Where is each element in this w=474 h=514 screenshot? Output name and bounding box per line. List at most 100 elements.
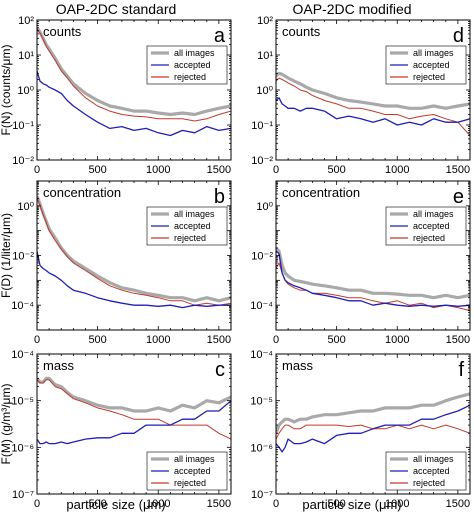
legend-d: all images accepted rejected [385,45,467,85]
series-line-accepted-a [37,70,231,137]
series-line-accepted-f [276,404,470,453]
y-tick-label-c: 10⁻⁵ [11,396,34,408]
series-line-all-images-e [276,246,470,300]
series-line-all-images-b [37,195,231,303]
panel-d: 10⁻² 10⁻¹ 10⁰ 10¹ 10² 0 500 1000 1500 counts dall … [251,15,471,176]
panel-letter-d: d [453,25,464,47]
y-tick-label-e: 10⁻² [251,251,273,263]
x-tick-label-b: 0 [34,334,40,346]
x-axis-label-left: particle size (μm) [66,497,165,512]
legend-entry-accepted: accepted [413,60,450,70]
x-tick-label-e: 1500 [446,334,470,346]
series-line-all-images-c [37,376,231,413]
y-tick-label-f: 10⁻⁶ [250,442,273,454]
corner-label-d: counts [282,24,321,39]
y-tick-label-d: 10¹ [257,50,273,62]
y-tick-label-b: 10⁻⁴ [11,300,34,312]
corner-label-b: concentration [43,185,121,200]
legend-entry-all-images: all images [413,209,454,219]
legend-entry-all-images: all images [174,454,215,464]
x-tick-label-c: 1000 [146,498,170,510]
series-line-rejected-b [37,197,231,306]
x-tick-label-d: 0 [273,164,279,176]
series-line-all-images-f [276,392,470,434]
x-tick-label-c: 500 [88,498,106,510]
y-tick-label-e: 10⁻⁴ [250,300,273,312]
y-axis-label-b: F(D) (1/liter/μm) [0,213,13,298]
series-line-all-images-a [37,26,231,117]
y-tick-label-c: 10⁻⁴ [11,349,34,361]
x-tick-label-d: 1000 [385,164,409,176]
x-tick-label-a: 0 [34,164,40,176]
y-tick-label-e: 10⁰ [256,201,273,213]
legend-entry-rejected: rejected [174,233,206,243]
x-tick-label-a: 1500 [207,164,231,176]
x-tick-label-a: 1000 [146,164,170,176]
legend-entry-all-images: all images [174,48,215,58]
y-tick-label-a: 10⁻² [12,155,34,167]
legend-entry-accepted: accepted [174,221,211,231]
y-axis-label-c: F(M) (g/m³/μm) [0,384,13,465]
legend-c: all images accepted rejected [146,451,228,491]
legend-entry-accepted: accepted [413,466,450,476]
corner-label-a: counts [43,24,82,39]
column-title-right: OAP-2DC modified [292,1,411,17]
axes-box-a [36,19,232,161]
x-tick-label-e: 500 [327,334,345,346]
panel-c: 10⁻⁷ 10⁻⁶ 10⁻⁵ 10⁻⁴ 0 500 1000 1500 F(M) (g/m³/μ… [0,349,232,510]
series-line-rejected-f [276,424,470,440]
legend-entry-rejected: rejected [174,478,206,488]
x-axis-label-right: particle size (μm) [302,497,401,512]
x-tick-label-d: 500 [327,164,345,176]
legend-entry-all-images: all images [174,209,215,219]
y-tick-label-c: 10⁻⁶ [11,442,34,454]
series-line-accepted-e [276,250,470,307]
x-tick-label-e: 0 [273,334,279,346]
x-tick-label-d: 1500 [446,164,470,176]
legend-a: all images accepted rejected [146,45,228,85]
corner-label-f: mass [282,358,314,373]
y-tick-label-f: 10⁻⁷ [251,489,273,501]
y-tick-label-a: 10⁻¹ [12,120,34,132]
x-tick-label-c: 0 [34,498,40,510]
panel-letter-e: e [453,186,464,208]
y-tick-label-d: 10⁻² [251,155,273,167]
corner-label-e: concentration [282,185,360,200]
x-tick-label-f: 1000 [385,498,409,510]
x-tick-label-f: 1500 [446,498,470,510]
legend-entry-all-images: all images [413,48,454,58]
series-line-rejected-d [276,77,470,136]
legend-entry-accepted: accepted [174,60,211,70]
panel-a: 10⁻² 10⁻¹ 10⁰ 10¹ 10² 0 500 1000 1500 F(N) (count… [0,15,232,176]
x-tick-label-e: 1000 [385,334,409,346]
x-tick-label-f: 0 [273,498,279,510]
legend-e: all images accepted rejected [385,206,467,246]
legend-entry-accepted: accepted [174,466,211,476]
legend-entry-rejected: rejected [413,233,445,243]
panel-letter-a: a [214,25,226,47]
panel-f: 10⁻⁷ 10⁻⁶ 10⁻⁵ 10⁻⁴ 0 500 1000 1500 mass f all ima… [250,349,471,510]
y-tick-label-d: 10² [257,15,273,27]
y-tick-label-f: 10⁻⁵ [250,396,273,408]
series-line-accepted-b [37,250,231,309]
y-tick-label-b: 10⁰ [17,201,34,213]
series-line-all-images-d [276,71,470,110]
legend-entry-accepted: accepted [413,221,450,231]
panel-e: 10⁻⁴ 10⁻² 10⁰ 0 500 1000 1500 concentration eall… [250,180,471,346]
y-axis-label-a: F(N) (counts/μm) [0,45,13,136]
x-tick-label-b: 1500 [207,334,231,346]
legend-entry-rejected: rejected [174,72,206,82]
y-tick-label-a: 10² [18,15,34,27]
series-line-accepted-d [276,97,470,126]
x-tick-label-f: 500 [327,498,345,510]
series-line-rejected-e [276,262,470,312]
y-tick-label-f: 10⁻⁴ [250,349,273,361]
legend-entry-rejected: rejected [413,72,445,82]
panel-letter-c: c [215,359,225,381]
legend-entry-rejected: rejected [413,478,445,488]
x-tick-label-c: 1500 [207,498,231,510]
series-line-rejected-a [37,28,231,122]
corner-label-c: mass [43,358,75,373]
x-tick-label-b: 1000 [146,334,170,346]
y-tick-label-a: 10⁰ [17,85,34,97]
